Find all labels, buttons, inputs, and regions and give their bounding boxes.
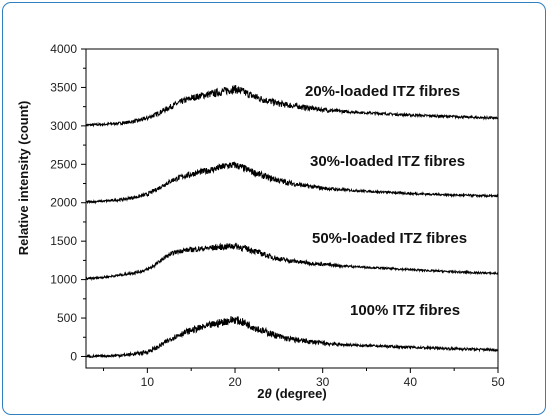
series-layer: 20%-loaded ITZ fibres 30%-loaded ITZ fibr… [85, 83, 499, 359]
y-tick-label: 3000 [50, 119, 77, 133]
plot-box [85, 48, 499, 369]
series-line [85, 242, 499, 282]
y-axis-title: Relative intensity (count) [16, 101, 31, 256]
series-line [85, 84, 499, 128]
y-tick-label: 0 [70, 349, 77, 363]
x-tick-label: 50 [491, 375, 505, 389]
series-line [85, 161, 499, 205]
y-tick-label: 500 [57, 311, 77, 325]
x-tick-label: 30 [316, 375, 330, 389]
axis-layer: 0 500 1000 1500 2000 2500 3000 3500 4000 10 20 30 40… [50, 42, 505, 389]
x-tick-label: 10 [141, 375, 155, 389]
series-label: 30%-loaded ITZ fibres [310, 153, 465, 170]
x-tick-label: 20 [228, 375, 242, 389]
y-tick-label: 2500 [50, 157, 77, 171]
y-tick-label: 4000 [50, 42, 77, 56]
series-label: 20%-loaded ITZ fibres [305, 83, 460, 100]
series-label: 100% ITZ fibres [350, 302, 460, 319]
y-tick-label: 3500 [50, 80, 77, 94]
x-tick-label: 40 [404, 375, 418, 389]
y-tick-label: 1000 [50, 273, 77, 287]
y-tick-label: 2000 [50, 196, 77, 210]
x-axis-title-theta: θ [265, 386, 272, 401]
y-tick-label: 1500 [50, 234, 77, 248]
x-axis-title: 2θ (degree) [257, 386, 326, 401]
series-label: 50%-loaded ITZ fibres [312, 230, 467, 247]
x-axis-title-suffix: (degree) [272, 386, 327, 401]
x-axis-title-prefix: 2 [257, 386, 264, 401]
figure-frame [2, 2, 546, 415]
series-line [85, 316, 499, 359]
